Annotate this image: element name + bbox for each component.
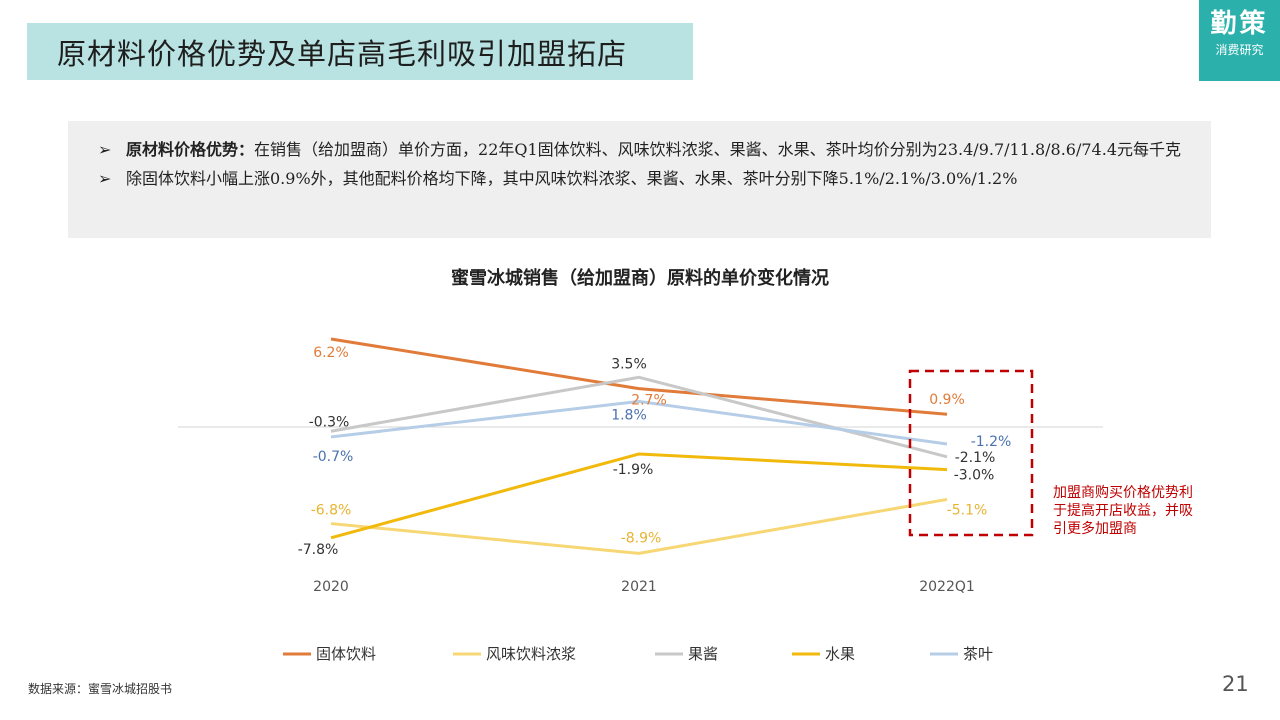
highlight-box: [908, 369, 1034, 537]
legend-label: 茶叶: [963, 645, 993, 663]
data-label: -2.1%: [955, 450, 996, 466]
arrow-bullet-icon: ➢: [98, 140, 112, 159]
series-line: [330, 452, 948, 540]
legend-label: 果酱: [688, 645, 718, 663]
summary-box: ➢ 原材料价格优势：在销售（给加盟商）单价方面，22年Q1固体饮料、风味饮料浓浆…: [68, 121, 1211, 238]
brand-subtitle: 消费研究: [1215, 43, 1264, 57]
data-label: 0.9%: [929, 392, 965, 408]
annotation-line: 于提高开店收益，并吸: [1053, 502, 1193, 519]
data-label: -1.2%: [971, 434, 1012, 450]
arrow-bullet-icon: ➢: [98, 169, 112, 188]
series-line: [330, 337, 948, 416]
brand-logo: 勤策 消费研究: [1199, 0, 1280, 81]
series-line: [330, 399, 948, 446]
chart-title: 蜜雪冰城销售（给加盟商）原料的单价变化情况: [451, 267, 829, 289]
annotation-line: 引更多加盟商: [1053, 520, 1137, 537]
legend-item: 风味饮料浓浆: [453, 645, 576, 663]
data-label: 6.2%: [313, 345, 349, 361]
data-label: 1.8%: [611, 407, 647, 423]
brand-name: 勤策: [1210, 9, 1269, 39]
data-label: -8.9%: [621, 530, 662, 546]
legend-item: 固体饮料: [283, 645, 376, 663]
series-line: [330, 497, 948, 555]
legend-label: 水果: [825, 645, 855, 663]
legend-item: 茶叶: [930, 645, 993, 663]
bullet-text: 在销售（给加盟商）单价方面，22年Q1固体饮料、风味饮料浓浆、果酱、水果、茶叶均…: [254, 140, 1182, 159]
page-number: 21: [1222, 672, 1249, 696]
annotation-line: 加盟商购买价格优势利: [1053, 485, 1193, 501]
x-tick-label: 2022Q1: [919, 579, 975, 595]
x-tick-label: 2020: [313, 579, 349, 595]
slide-title-bar: 原材料价格优势及单店高毛利吸引加盟拓店: [27, 23, 693, 80]
legend-label: 固体饮料: [316, 645, 376, 663]
bullet-item: ➢ 原材料价格优势：在销售（给加盟商）单价方面，22年Q1固体饮料、风味饮料浓浆…: [98, 137, 1181, 163]
data-source: 数据来源：蜜雪冰城招股书: [28, 682, 173, 696]
slide-title: 原材料价格优势及单店高毛利吸引加盟拓店: [57, 36, 628, 71]
bullet-heading: 原材料价格优势：: [126, 140, 255, 159]
data-label: -0.7%: [313, 449, 354, 465]
legend-item: 水果: [792, 645, 855, 663]
legend-label: 风味饮料浓浆: [486, 645, 576, 663]
data-label: 2.7%: [631, 393, 667, 409]
data-label: -3.0%: [954, 468, 995, 484]
data-label: -7.8%: [298, 542, 339, 558]
data-label: -0.3%: [309, 414, 350, 430]
data-label: 3.5%: [611, 356, 647, 372]
data-label: -1.9%: [613, 462, 654, 478]
legend-item: 果酱: [655, 645, 718, 663]
data-label: -5.1%: [947, 502, 988, 518]
x-tick-label: 2021: [621, 579, 657, 595]
bullet-text: 除固体饮料小幅上涨0.9%外，其他配料价格均下降，其中风味饮料浓浆、果酱、水果、…: [126, 169, 1018, 188]
data-label: -6.8%: [311, 503, 352, 519]
bullet-item: ➢ 除固体饮料小幅上涨0.9%外，其他配料价格均下降，其中风味饮料浓浆、果酱、水…: [98, 166, 1181, 192]
